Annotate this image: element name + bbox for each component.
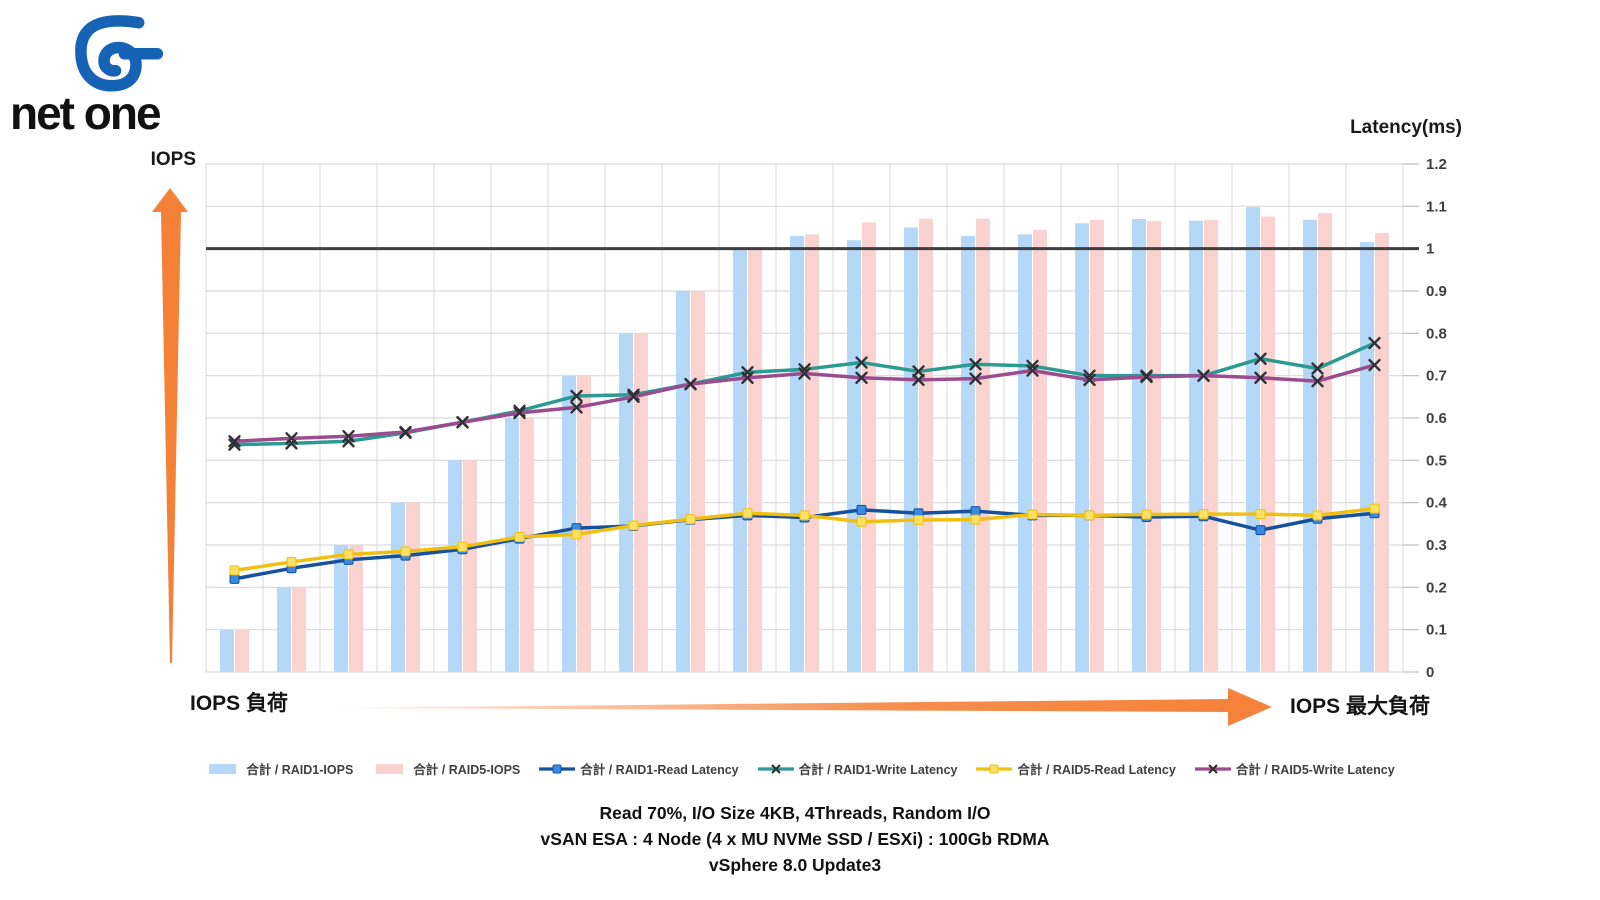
bar xyxy=(691,291,705,672)
bar xyxy=(790,235,804,672)
legend-swatch-icon xyxy=(209,763,237,774)
legend-swatch-icon xyxy=(539,764,576,773)
caption-line-2: vSAN ESA : 4 Node (4 x MU NVMe SSD / ESX… xyxy=(540,829,1050,849)
bar xyxy=(220,629,234,672)
bar xyxy=(1033,230,1047,673)
bar xyxy=(1360,241,1374,673)
caption-line-1: Read 70%, I/O Size 4KB, 4Threads, Random… xyxy=(599,803,991,823)
legend-item[interactable]: 合計 / RAID5-Read Latency xyxy=(976,759,1176,778)
bar xyxy=(619,333,633,672)
right-axis-tick: 1 xyxy=(1426,241,1434,258)
right-axis-title: Latency(ms) xyxy=(1350,117,1462,138)
right-axis-tick: 0.8 xyxy=(1426,325,1447,342)
right-axis-tick: 0.5 xyxy=(1426,452,1447,469)
bar xyxy=(235,629,249,672)
bar xyxy=(748,248,762,672)
bar xyxy=(463,460,477,672)
legend-swatch-icon xyxy=(757,763,794,774)
bar xyxy=(634,333,648,672)
bar xyxy=(904,227,918,672)
right-axis-tick: 0.3 xyxy=(1426,537,1447,554)
right-axis-tick: 1.2 xyxy=(1426,156,1447,173)
right-axis-tick: 0 xyxy=(1426,664,1434,681)
bar xyxy=(961,235,975,672)
bar xyxy=(292,587,306,672)
bar xyxy=(1075,223,1089,672)
bar xyxy=(1090,219,1104,672)
bar xyxy=(520,418,534,672)
iops-increase-arrow xyxy=(152,188,188,663)
load-start-label: IOPS 負荷 xyxy=(190,692,289,715)
right-axis-tick: 0.6 xyxy=(1426,410,1447,427)
netone-logo-text: net one xyxy=(10,87,162,139)
raid1-iops-bars xyxy=(220,207,1374,673)
horizontal-gridlines xyxy=(206,163,1419,673)
raid5-iops-bars xyxy=(235,213,1389,673)
bar xyxy=(1261,216,1275,672)
caption-line-3: vSphere 8.0 Update3 xyxy=(708,855,882,875)
bar xyxy=(334,545,348,672)
load-increase-arrow xyxy=(332,688,1272,726)
legend-item[interactable]: 合計 / RAID5-IOPS xyxy=(372,759,520,778)
legend-label: 合計 / RAID1-IOPS xyxy=(246,763,354,777)
legend-item[interactable]: 合計 / RAID1-Read Latency xyxy=(539,759,739,778)
bar xyxy=(733,248,747,672)
legend-swatch-icon xyxy=(376,763,404,774)
bar xyxy=(577,375,591,672)
bar xyxy=(919,218,933,673)
chart-legend: 合計 / RAID1-IOPS 合計 / RAID5-IOPS 合計 / RAID1… xyxy=(0,759,1600,778)
legend-label: 合計 / RAID5-Read Latency xyxy=(1017,763,1176,777)
bar xyxy=(1189,220,1203,672)
right-axis-tick-labels: 1.2 1.1 1 0.9 0.8 0.7 0.6 0.5 0.4 0.3 0.2 0.1 0 xyxy=(1426,156,1448,681)
legend-label: 合計 / RAID5-IOPS xyxy=(413,763,521,777)
bar xyxy=(1303,219,1317,672)
bar xyxy=(349,545,363,672)
bar xyxy=(976,218,990,673)
left-axis-title: IOPS xyxy=(150,149,196,170)
right-axis-tick: 0.4 xyxy=(1426,495,1448,512)
bar xyxy=(676,291,690,672)
bar xyxy=(562,375,576,672)
legend-swatch-icon xyxy=(1194,763,1231,774)
bar xyxy=(1018,234,1032,673)
chart-caption: Read 70%, I/O Size 4KB, 4Threads, Random… xyxy=(0,800,1590,878)
right-axis-tick: 0.1 xyxy=(1426,622,1447,639)
bar xyxy=(1132,219,1146,673)
bar xyxy=(277,587,291,672)
bar xyxy=(805,234,819,673)
right-axis-tick: 0.7 xyxy=(1426,368,1447,385)
bar xyxy=(1147,221,1161,672)
legend-swatch-icon xyxy=(976,764,1013,773)
legend-label: 合計 / RAID5-Write Latency xyxy=(1235,763,1395,777)
raid5-write-latency-line xyxy=(228,358,1381,448)
bar xyxy=(406,502,420,672)
netone-logo-mark-icon xyxy=(75,15,164,92)
legend-item[interactable]: 合計 / RAID1-IOPS xyxy=(205,759,353,778)
legend-label: 合計 / RAID1-Read Latency xyxy=(580,763,739,777)
right-axis-tick: 0.9 xyxy=(1426,283,1447,300)
bar xyxy=(505,418,519,672)
load-end-label: IOPS 最大負荷 xyxy=(1290,695,1431,718)
legend-label: 合計 / RAID1-Write Latency xyxy=(798,763,958,777)
bar xyxy=(448,460,462,672)
bar xyxy=(1246,207,1260,672)
raid5-read-latency-line xyxy=(229,503,1380,576)
bar xyxy=(1318,213,1332,672)
bar xyxy=(391,502,405,672)
legend-item[interactable]: 合計 / RAID5-Write Latency xyxy=(1194,759,1395,778)
bar xyxy=(862,222,876,673)
bar xyxy=(1375,233,1389,672)
right-axis-tick: 1.1 xyxy=(1426,198,1447,215)
bar xyxy=(847,240,861,672)
bar xyxy=(1204,219,1218,672)
right-axis-tick: 0.2 xyxy=(1426,579,1447,596)
legend-item[interactable]: 合計 / RAID1-Write Latency xyxy=(757,759,958,778)
